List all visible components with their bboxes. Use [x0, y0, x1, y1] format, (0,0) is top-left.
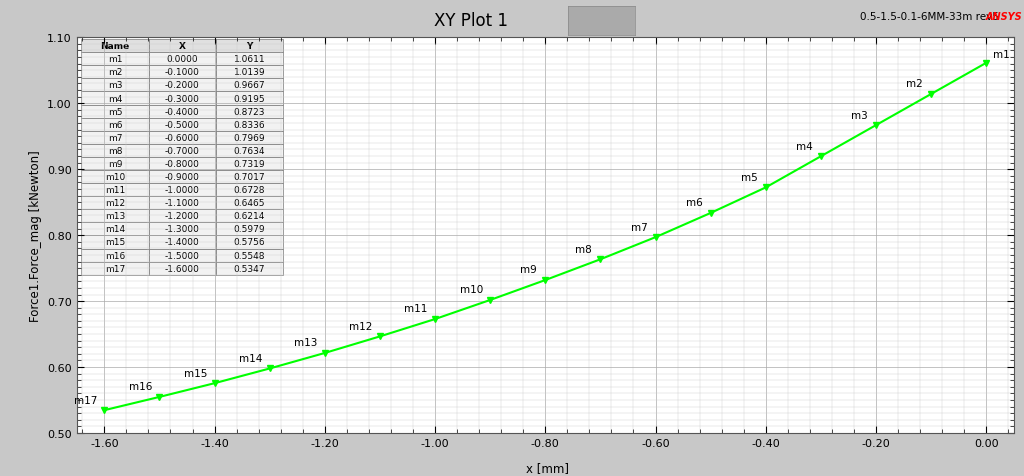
- Text: 0.5-1.5-0.1-6MM-33m rev5: 0.5-1.5-0.1-6MM-33m rev5: [859, 12, 998, 22]
- Y-axis label: Force1.Force_mag [kNewton]: Force1.Force_mag [kNewton]: [29, 150, 42, 321]
- Text: m3: m3: [851, 110, 867, 120]
- Text: m6: m6: [686, 198, 702, 208]
- Text: x [mm]: x [mm]: [526, 461, 569, 474]
- Text: m11: m11: [404, 304, 428, 314]
- Text: XY Plot 1: XY Plot 1: [434, 12, 508, 30]
- Text: m1: m1: [993, 50, 1010, 60]
- Text: m17: m17: [74, 395, 97, 405]
- Text: m7: m7: [631, 222, 647, 232]
- Text: m2: m2: [906, 79, 923, 89]
- Text: m9: m9: [520, 265, 537, 275]
- Text: m10: m10: [460, 285, 483, 295]
- Text: m8: m8: [575, 244, 592, 254]
- Text: m15: m15: [184, 368, 208, 378]
- Text: ANSYS: ANSYS: [985, 12, 1022, 22]
- Text: m14: m14: [240, 353, 262, 363]
- Text: m12: m12: [349, 321, 373, 331]
- Text: m5: m5: [740, 172, 758, 182]
- Text: m16: m16: [129, 382, 153, 392]
- Text: m13: m13: [294, 337, 317, 347]
- Text: m4: m4: [796, 141, 813, 151]
